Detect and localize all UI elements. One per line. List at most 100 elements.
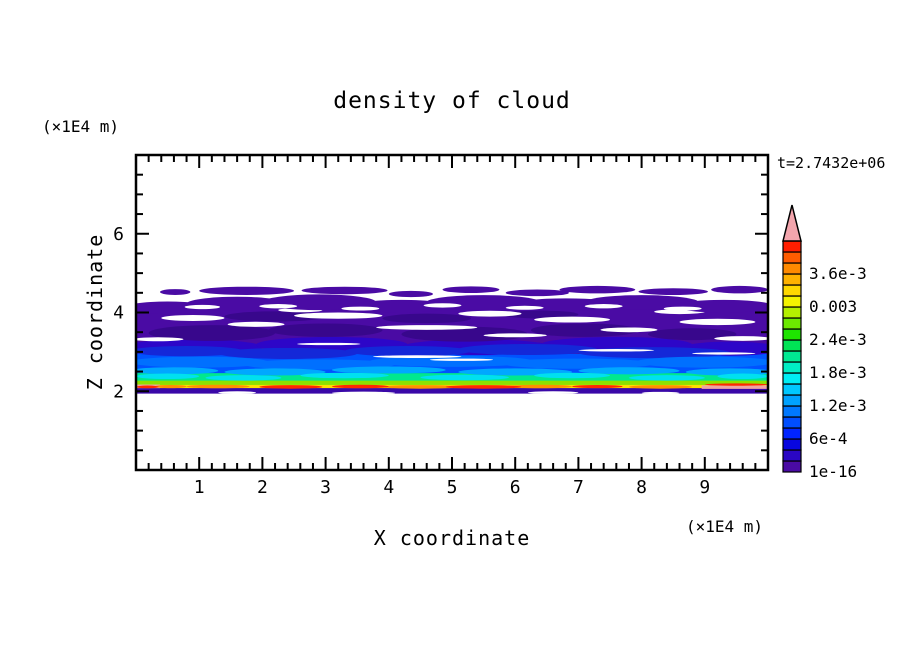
colorbar-segment [782,306,802,319]
x-tick-label: 6 [510,477,521,498]
colorbar-segment [782,350,802,363]
cloud-blob [224,368,326,376]
cloud-blob [344,345,471,357]
colorbar-segment [782,372,802,385]
x-tick-label: 3 [320,477,331,498]
cloud-blob [534,372,610,379]
cloud-gap [429,358,494,361]
cloud-gap [331,391,396,395]
cloud-gap [534,316,610,323]
colorbar-segment [782,240,802,253]
cloud-gap [679,318,756,326]
cloud-gap [376,325,478,330]
x-axis-unit-label: (×1E4 m) [686,517,764,536]
cloud-blob [628,385,693,389]
cloud-gap [161,315,225,321]
cloud-gap [692,352,756,355]
cloud-blob [205,375,282,381]
cloud-blob [559,285,636,294]
cloud-blob [388,290,434,298]
cloud-gap [227,321,285,327]
z-tick-label: 6 [113,224,124,245]
colorbar-label: 6e-4 [809,429,848,448]
cloud-gap [341,306,380,311]
cloud-band [136,380,768,387]
cloud-blob [136,345,244,357]
colorbar-segment [782,394,802,407]
cloud-band [701,385,768,389]
cloud-blob [401,326,528,342]
cloud-gap [136,337,184,342]
colorbar-segment [782,284,802,297]
colorbar-label: 0.003 [809,297,857,316]
cloud-gap [373,355,462,358]
colorbar-segment [782,438,802,451]
colorbar-segment [782,449,802,462]
colorbar-segment [782,251,802,264]
cloud-blob [420,374,509,381]
cloud-blob [186,384,250,389]
cloud-blob [647,328,737,341]
colorbar-overflow-arrow [782,204,802,242]
cloud-blob [300,372,389,379]
cloud-blob [531,323,639,337]
colorbar-labels: 1e-16 6e-4 1.2e-3 1.8e-3 2.4e-3 0.003 3.6e-3 [809,264,867,481]
colorbar-segment [782,460,802,473]
cloud-blob [154,384,187,389]
cloud-gap [527,391,579,395]
z-tick-label: 2 [113,381,124,402]
cloud-blob [508,384,573,389]
cloud-blob [136,367,219,375]
cloud-blob [382,385,459,389]
cloud-blob [628,375,705,381]
cloud-blob [502,310,579,319]
cloud-blob [635,356,768,368]
cloud-gap [505,305,544,310]
cloud-blob [243,359,396,370]
x-tick-label: 4 [383,477,394,498]
cloud-blob [259,385,323,389]
x-tick-label: 8 [636,477,647,498]
x-tick-label: 1 [194,477,205,498]
cloud-blob [301,286,388,295]
tick-labels: 1 2 3 4 5 6 7 8 9 2 4 6 [113,224,710,498]
cloud-blob [673,299,768,313]
cloud-gap [423,303,462,308]
z-tick-label: 4 [113,303,124,324]
colorbar-segment [782,427,802,440]
cloud-gap [600,327,658,333]
cloud-blob [136,373,200,380]
colorbar-label: 2.4e-3 [809,330,867,349]
cloud-blob [218,347,358,359]
colorbar-segment [782,405,802,418]
cloud-gap [184,304,221,310]
cloud-blob [160,289,191,295]
colorbar-segment [782,361,802,374]
colorbar-label: 1.2e-3 [809,396,867,415]
chart-title: density of cloud [333,88,571,114]
cloud-gap [578,349,655,352]
colorbar-label: 1.8e-3 [809,363,867,382]
colorbar-segment [782,273,802,286]
cloud-blob [136,385,159,389]
cloud-blob [224,311,326,322]
cloud-blob [369,355,535,367]
colorbar [782,204,802,473]
colorbar-segment [782,317,802,330]
cloud-blob [442,286,500,294]
cloud-blob [638,288,708,295]
cloud-blob [704,383,768,386]
x-tick-label: 7 [573,477,584,498]
colorbar-segment [782,328,802,341]
cloud-band [136,388,768,394]
colorbar-segment [782,416,802,429]
x-axis-title: X coordinate [373,526,531,550]
cloud-gap [259,304,298,309]
colorbar-segment [782,383,802,396]
cloud-blob [136,356,269,368]
cloud-blob [199,286,294,295]
cloud-blob [458,344,598,356]
cloud-blob [382,313,471,324]
cloud-blob [331,384,389,389]
